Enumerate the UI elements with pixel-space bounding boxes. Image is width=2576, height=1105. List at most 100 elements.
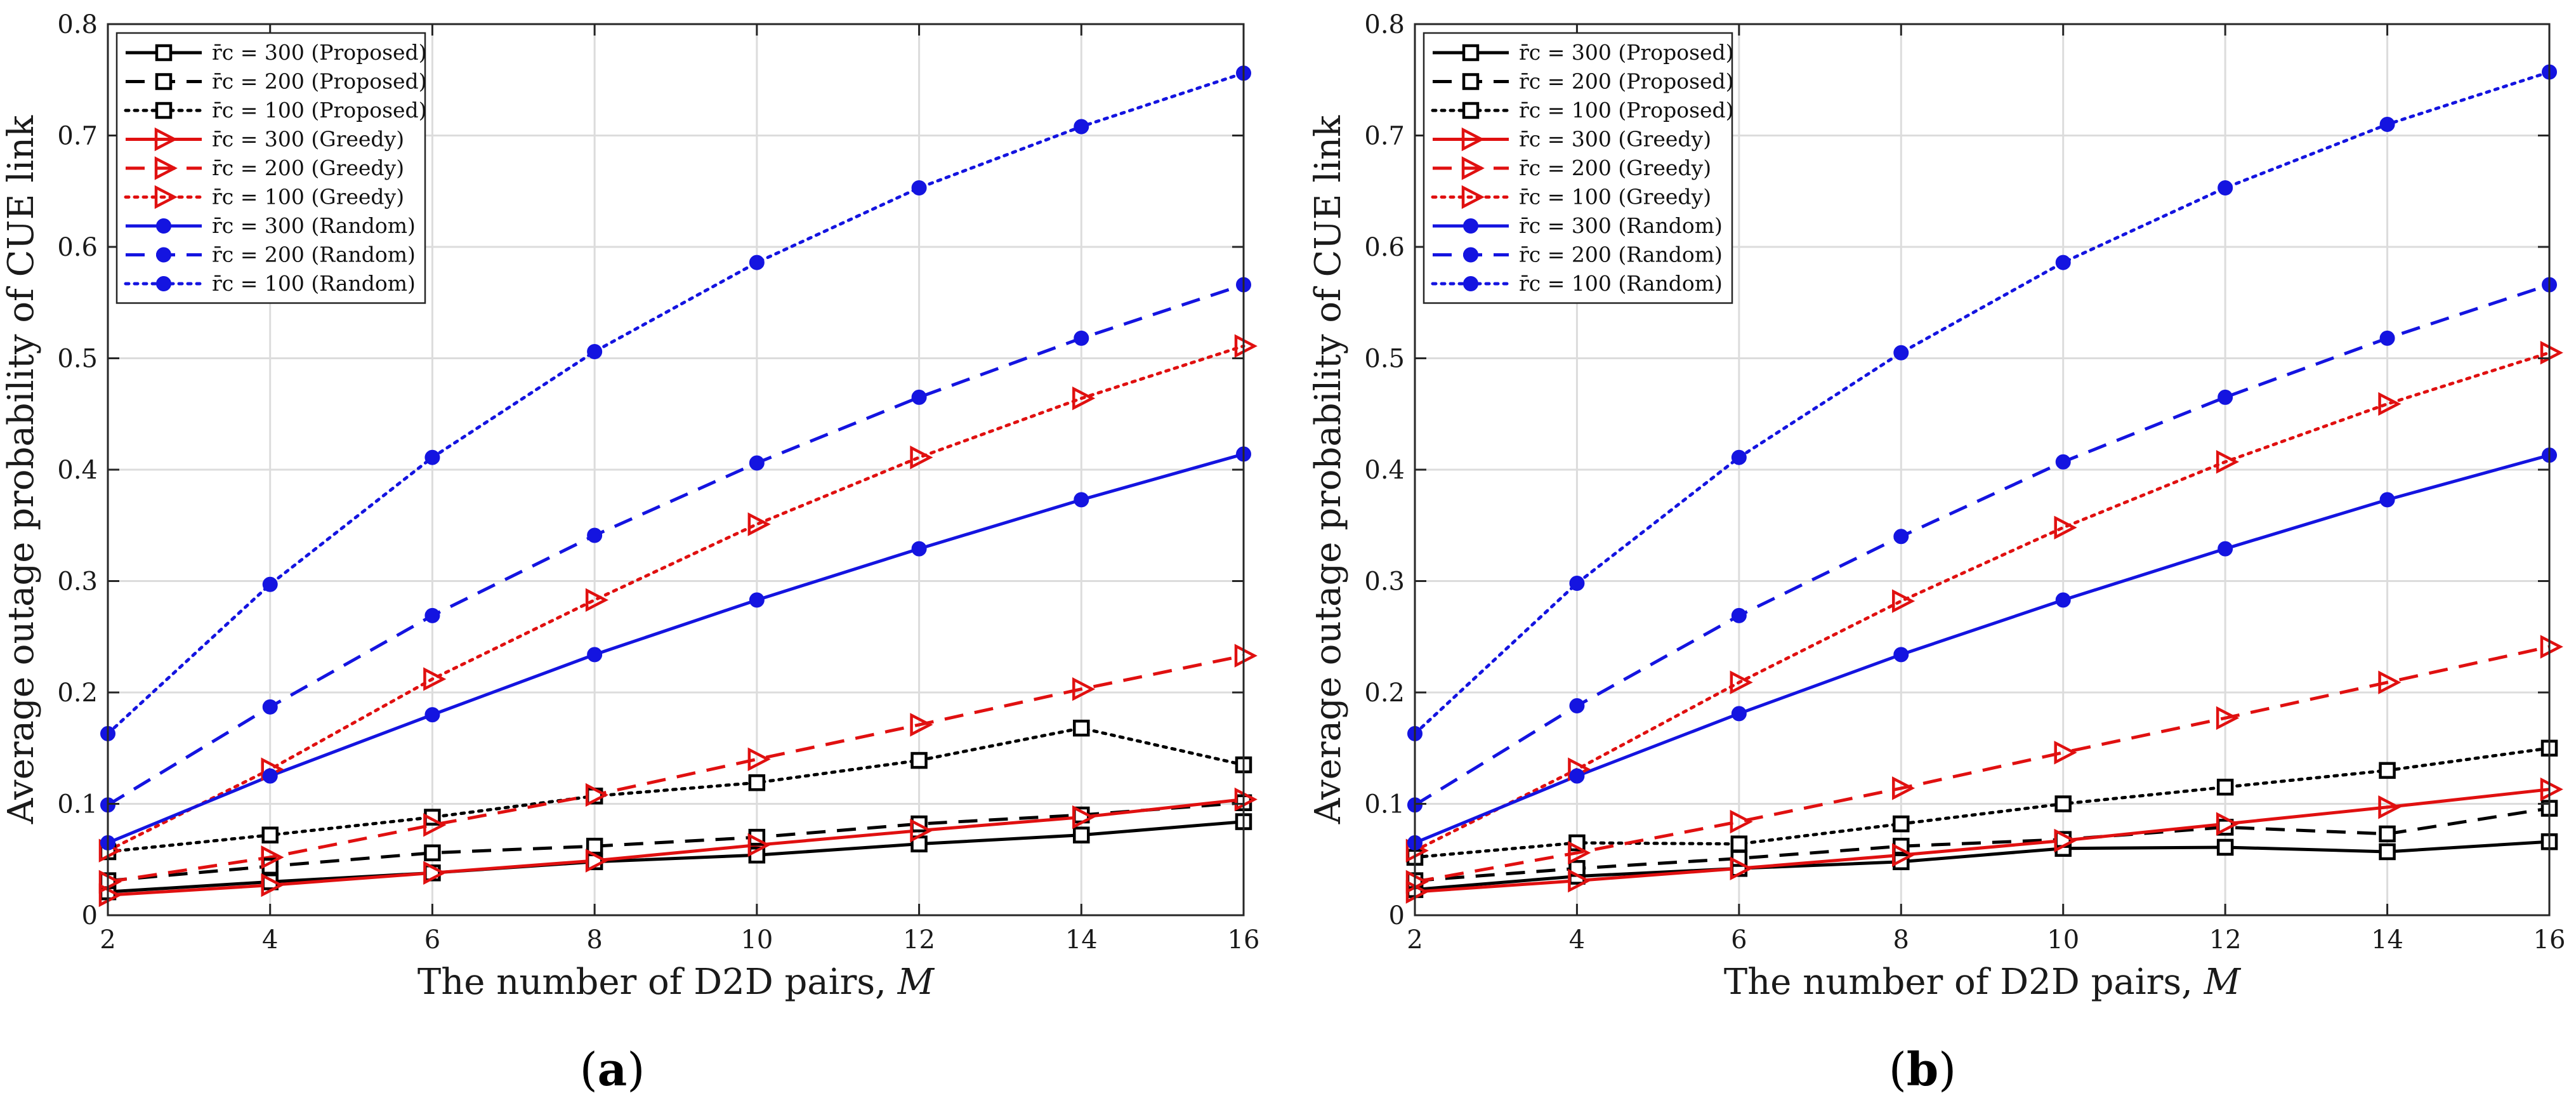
data-point-s6-5 — [2054, 515, 2077, 539]
x-tick-label: 4 — [262, 925, 278, 955]
legend-marker-1 — [155, 44, 173, 62]
series-line-8 — [107, 283, 1244, 807]
data-point-s3-7 — [1073, 719, 1090, 737]
data-point-s8-7 — [1074, 330, 1089, 346]
data-point-s8-7 — [2379, 330, 2395, 346]
y-tick-label: 0.1 — [57, 790, 98, 819]
series-line-7 — [1414, 453, 2550, 845]
legend-label-2: r̄c = 200 (Proposed) — [1519, 69, 1734, 94]
x-tick-label: 2 — [1407, 925, 1423, 955]
y-tick-label: 0.2 — [1364, 678, 1405, 708]
legend-label-6: r̄c = 100 (Greedy) — [212, 185, 404, 209]
data-point-s7-3 — [424, 707, 440, 723]
data-point-s4-2 — [261, 873, 284, 897]
series-line-1 — [1414, 840, 2550, 892]
legend-marker-6 — [154, 185, 178, 209]
panel-label: (b) — [1889, 1042, 1957, 1096]
series-line-3 — [1413, 746, 2551, 859]
data-point-s9-3 — [424, 449, 440, 465]
data-point-s5-2 — [261, 845, 284, 870]
data-point-s8-5 — [2055, 454, 2071, 470]
y-tick-label: 0.6 — [1364, 233, 1405, 262]
data-point-s4-8 — [1234, 787, 1258, 812]
data-point-s7-4 — [587, 647, 603, 663]
legend-label-1: r̄c = 300 (Proposed) — [212, 40, 427, 65]
legend-label-9: r̄c = 100 (Random) — [1519, 271, 1723, 296]
legend-label-6: r̄c = 100 (Greedy) — [1519, 185, 1711, 209]
x-tick-label: 10 — [2047, 925, 2079, 955]
data-point-s6-8 — [1234, 334, 1258, 358]
data-point-s6-6 — [910, 445, 933, 470]
legend-label-1: r̄c = 300 (Proposed) — [1519, 40, 1734, 65]
data-point-s8-6 — [2218, 389, 2233, 405]
legend-marker-8 — [156, 247, 171, 263]
series-line-9 — [106, 71, 1245, 736]
series-line-4 — [1414, 788, 2550, 894]
series-line-6 — [106, 344, 1245, 852]
legend-label-2: r̄c = 200 (Proposed) — [212, 69, 427, 94]
legend: r̄c = 300 (Proposed) r̄c = 200 (Proposed)… — [115, 32, 427, 304]
data-point-s5-8 — [2540, 635, 2563, 659]
y-tick-label: 0.2 — [57, 678, 98, 708]
legend-label-3: r̄c = 100 (Proposed) — [212, 98, 427, 122]
data-point-s3-2 — [261, 826, 279, 844]
data-point-s9-5 — [2055, 255, 2071, 270]
y-tick-label: 0.6 — [57, 233, 98, 262]
data-point-s5-6 — [2216, 706, 2240, 731]
data-point-s7-2 — [262, 768, 278, 784]
data-point-s7-5 — [749, 592, 765, 608]
x-tick-label: 12 — [903, 925, 935, 955]
data-point-s9-2 — [1569, 576, 1585, 592]
data-point-s4-4 — [1892, 843, 1916, 867]
data-point-s6-3 — [423, 667, 447, 691]
legend-label-7: r̄c = 300 (Random) — [212, 213, 416, 238]
data-point-s4-3 — [423, 861, 447, 885]
data-point-s9-7 — [1074, 119, 1089, 135]
data-point-s9-6 — [911, 180, 927, 195]
data-point-s1-6 — [2216, 838, 2234, 856]
data-point-s6-5 — [747, 512, 771, 536]
x-tick-label: 12 — [2209, 925, 2242, 955]
y-tick-label: 0.4 — [57, 456, 98, 485]
data-point-s1-7 — [1073, 826, 1090, 844]
legend-marker-8 — [1463, 247, 1478, 263]
y-tick-label: 0.4 — [1364, 456, 1405, 485]
data-point-s5-8 — [1234, 644, 1258, 668]
data-point-s7-2 — [1569, 768, 1585, 784]
y-axis-label: Average outage probability of CUE link — [1, 115, 42, 824]
legend-marker-7 — [156, 218, 171, 234]
data-point-s8-5 — [749, 455, 765, 471]
y-tick-label: 0.5 — [1364, 345, 1405, 374]
data-point-s5-1 — [1405, 870, 1429, 894]
x-tick-label: 14 — [1065, 925, 1098, 955]
data-point-s2-3 — [424, 844, 441, 861]
data-point-s6-7 — [1072, 386, 1096, 411]
x-tick-label: 10 — [740, 925, 773, 955]
data-point-s3-6 — [2216, 778, 2234, 796]
legend-label-3: r̄c = 100 (Proposed) — [1519, 98, 1734, 122]
legend-marker-3 — [1462, 102, 1480, 119]
data-point-s2-7 — [2379, 825, 2396, 843]
data-point-s4-1 — [98, 883, 122, 908]
x-tick-label: 4 — [1569, 925, 1585, 955]
data-point-s9-6 — [2218, 180, 2233, 195]
data-point-s5-4 — [585, 783, 609, 807]
data-point-s8-3 — [424, 607, 440, 623]
legend-marker-6 — [1461, 185, 1485, 209]
legend-label-8: r̄c = 200 (Random) — [1519, 242, 1723, 267]
data-point-s4-4 — [585, 849, 609, 873]
x-tick-label: 8 — [586, 925, 602, 955]
data-point-s7-7 — [2379, 492, 2395, 508]
data-point-s3-5 — [2054, 795, 2072, 812]
legend-label-5: r̄c = 200 (Greedy) — [212, 155, 404, 180]
chart-panel-a: 2 4 6 8 10 12 14 16 0 0.1 0.2 0.3 0.4 0.5 0.6 0.7 0.8 The… — [1, 10, 1259, 1096]
y-axis-label: Average outage probability of CUE link — [1308, 115, 1349, 824]
y-tick-label: 0 — [82, 901, 98, 930]
legend-label-7: r̄c = 300 (Random) — [1519, 213, 1723, 238]
data-point-s4-3 — [1730, 856, 1753, 880]
series-line-7 — [107, 453, 1244, 845]
chart-panel-b: 2 4 6 8 10 12 14 16 0 0.1 0.2 0.3 0.4 0.5 0.6 0.7 0.8 The… — [1308, 10, 2565, 1096]
data-point-s4-7 — [2378, 795, 2402, 819]
y-tick-label: 0.5 — [57, 345, 98, 374]
